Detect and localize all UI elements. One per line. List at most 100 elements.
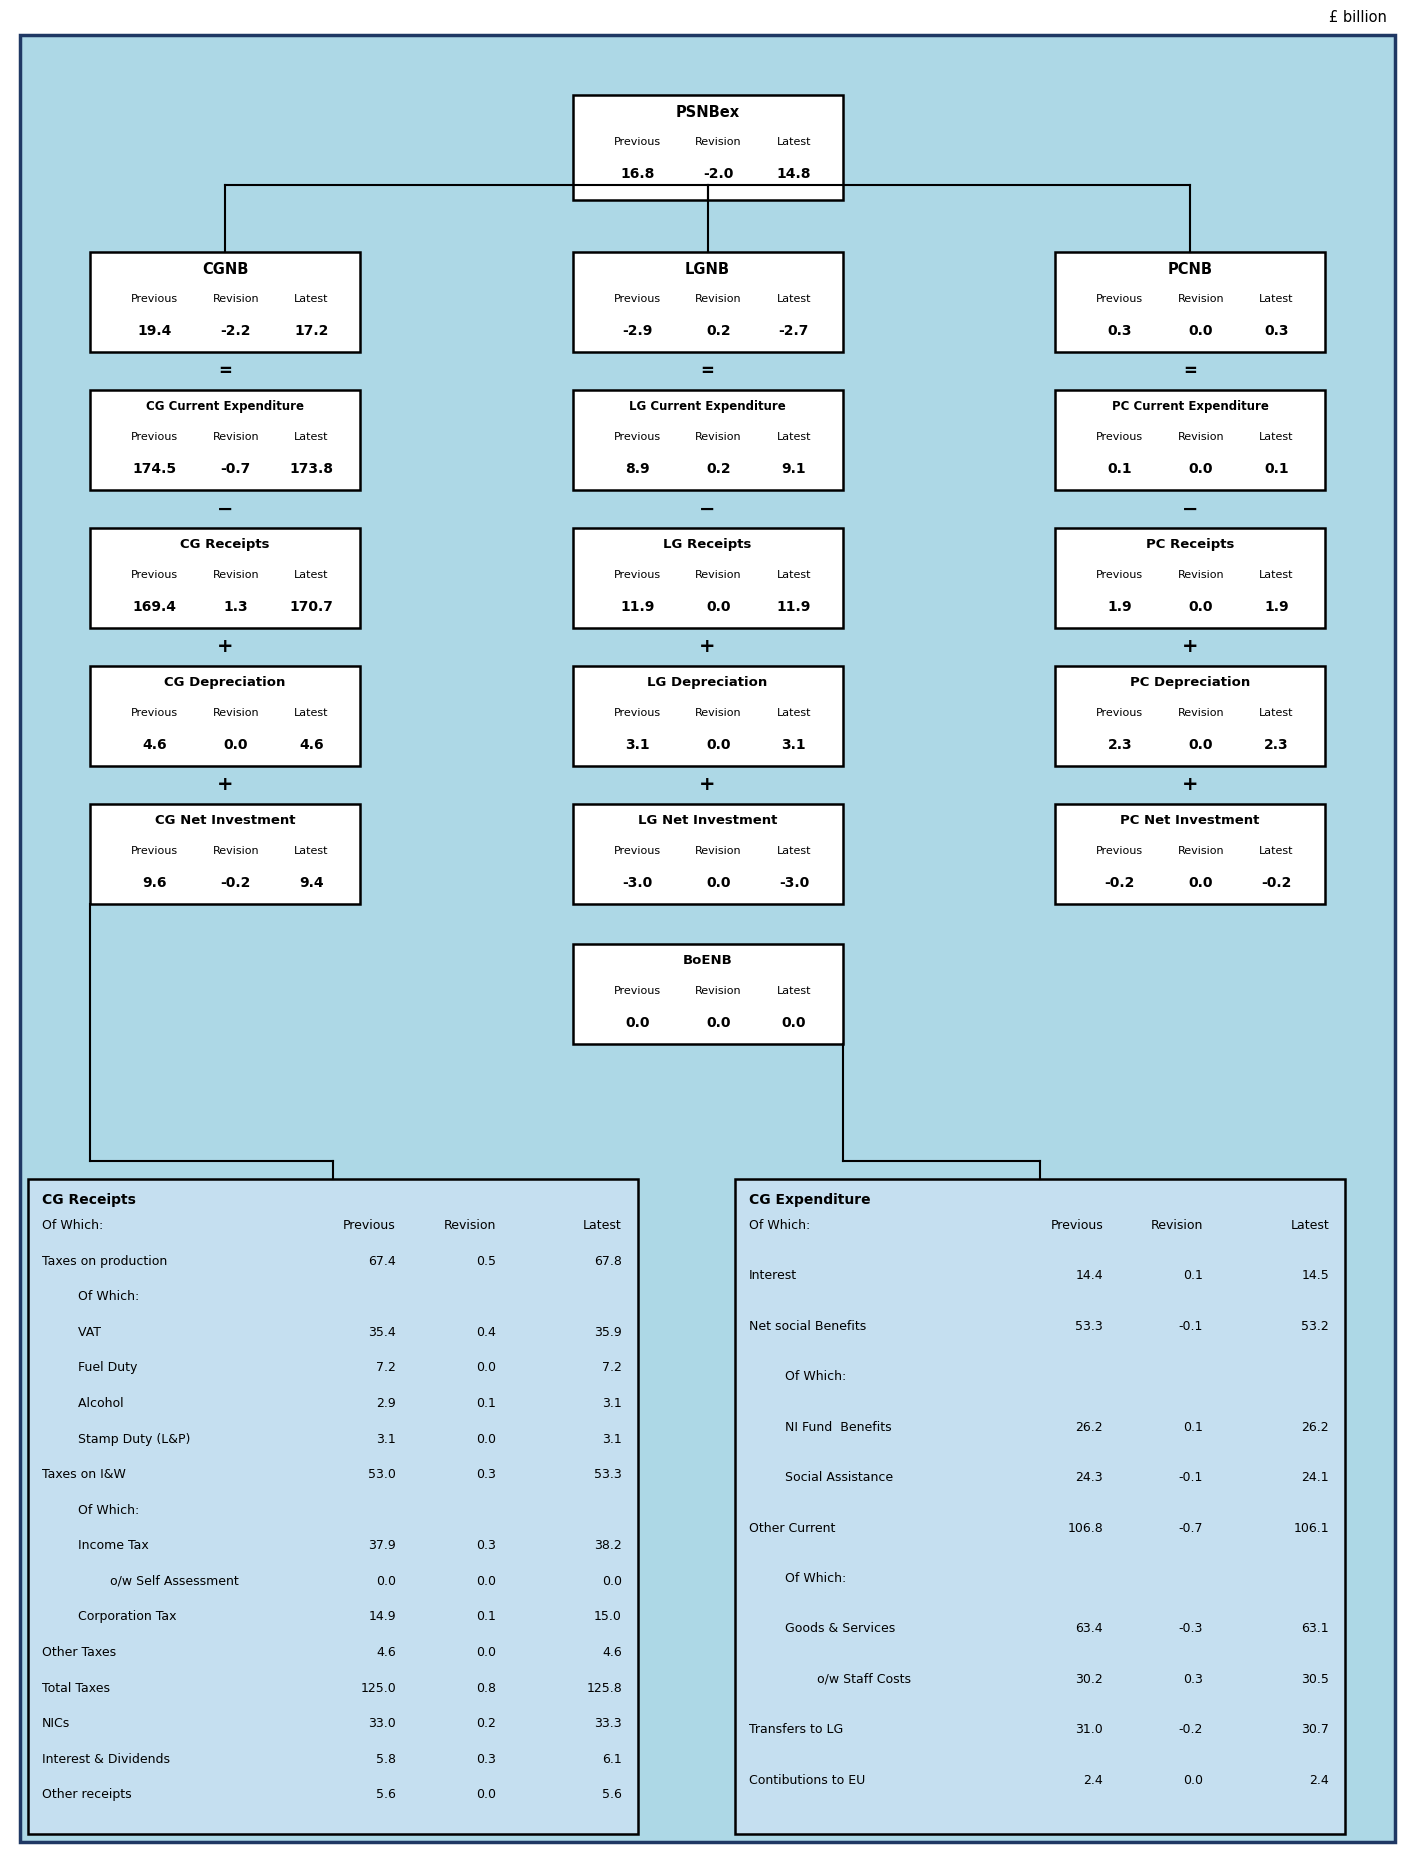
Text: Latest: Latest xyxy=(294,845,328,857)
Text: 2.4: 2.4 xyxy=(1084,1774,1104,1786)
Text: Of Which:: Of Which: xyxy=(42,1220,103,1233)
Text: Previous: Previous xyxy=(1097,570,1143,579)
Text: PC Current Expenditure: PC Current Expenditure xyxy=(1112,400,1268,413)
Text: -0.2: -0.2 xyxy=(221,875,250,890)
Text: Revision: Revision xyxy=(695,570,741,579)
Text: Latest: Latest xyxy=(1259,294,1293,304)
Text: 33.0: 33.0 xyxy=(368,1717,396,1730)
Text: Revision: Revision xyxy=(1177,432,1224,441)
FancyBboxPatch shape xyxy=(1056,804,1324,903)
Text: Latest: Latest xyxy=(1259,570,1293,579)
Text: 30.5: 30.5 xyxy=(1302,1672,1329,1685)
Text: Latest: Latest xyxy=(1259,432,1293,441)
Text: -0.2: -0.2 xyxy=(1261,875,1292,890)
Text: Previous: Previous xyxy=(132,708,178,719)
Text: −: − xyxy=(1182,499,1199,518)
Text: CG Depreciation: CG Depreciation xyxy=(164,676,286,689)
Text: £ billion: £ billion xyxy=(1329,9,1387,24)
Text: Revision: Revision xyxy=(212,845,259,857)
Text: 2.3: 2.3 xyxy=(1108,737,1132,752)
Text: +: + xyxy=(699,775,716,795)
Text: Previous: Previous xyxy=(132,432,178,441)
Text: 14.4: 14.4 xyxy=(1075,1270,1104,1283)
Text: 24.3: 24.3 xyxy=(1075,1471,1104,1484)
Text: 4.6: 4.6 xyxy=(603,1646,623,1659)
Text: Of Which:: Of Which: xyxy=(69,1504,139,1518)
Text: Previous: Previous xyxy=(1097,708,1143,719)
Text: 125.8: 125.8 xyxy=(586,1681,623,1694)
Text: Latest: Latest xyxy=(294,708,328,719)
Text: 0.3: 0.3 xyxy=(475,1467,497,1480)
Text: -0.1: -0.1 xyxy=(1179,1471,1203,1484)
Text: BoENB: BoENB xyxy=(682,953,733,966)
Text: Revision: Revision xyxy=(695,294,741,304)
Text: -2.9: -2.9 xyxy=(623,324,652,339)
Text: =: = xyxy=(218,361,232,380)
Text: 26.2: 26.2 xyxy=(1302,1421,1329,1434)
Text: =: = xyxy=(1183,361,1197,380)
Text: 4.6: 4.6 xyxy=(376,1646,396,1659)
Text: Latest: Latest xyxy=(777,845,811,857)
Text: LGNB: LGNB xyxy=(685,263,730,277)
FancyBboxPatch shape xyxy=(734,1179,1346,1834)
Text: 7.2: 7.2 xyxy=(603,1361,623,1374)
Text: Latest: Latest xyxy=(777,987,811,996)
Text: 174.5: 174.5 xyxy=(133,462,177,477)
Text: CG Expenditure: CG Expenditure xyxy=(749,1194,870,1207)
Text: 67.8: 67.8 xyxy=(594,1255,623,1268)
Text: Of Which:: Of Which: xyxy=(749,1220,811,1233)
Text: Net social Benefits: Net social Benefits xyxy=(749,1320,866,1333)
Text: -0.3: -0.3 xyxy=(1179,1622,1203,1635)
Text: Stamp Duty (L&P): Stamp Duty (L&P) xyxy=(69,1432,191,1445)
Text: CG Receipts: CG Receipts xyxy=(180,538,270,551)
Text: LG Depreciation: LG Depreciation xyxy=(648,676,767,689)
Text: -0.1: -0.1 xyxy=(1179,1320,1203,1333)
Text: Interest & Dividends: Interest & Dividends xyxy=(42,1752,170,1765)
Text: 67.4: 67.4 xyxy=(368,1255,396,1268)
FancyBboxPatch shape xyxy=(91,251,359,352)
Text: 173.8: 173.8 xyxy=(290,462,334,477)
Text: -2.2: -2.2 xyxy=(221,324,250,339)
Text: −: − xyxy=(699,499,716,518)
Text: Latest: Latest xyxy=(777,570,811,579)
Text: 0.8: 0.8 xyxy=(475,1681,497,1694)
Text: 0.0: 0.0 xyxy=(706,1017,730,1030)
Text: 0.0: 0.0 xyxy=(475,1788,497,1801)
Text: CG Net Investment: CG Net Investment xyxy=(154,814,296,827)
FancyBboxPatch shape xyxy=(20,35,1395,1842)
Text: -0.7: -0.7 xyxy=(1179,1521,1203,1534)
Text: 0.0: 0.0 xyxy=(706,600,730,614)
Text: Revision: Revision xyxy=(695,987,741,996)
Text: 0.2: 0.2 xyxy=(706,462,730,477)
Text: Previous: Previous xyxy=(132,570,178,579)
Text: 1.9: 1.9 xyxy=(1264,600,1289,614)
Text: −: − xyxy=(216,499,233,518)
Text: 0.0: 0.0 xyxy=(1189,600,1213,614)
Text: 169.4: 169.4 xyxy=(133,600,177,614)
Text: Latest: Latest xyxy=(777,432,811,441)
Text: Taxes on I&W: Taxes on I&W xyxy=(42,1467,126,1480)
Text: NICs: NICs xyxy=(42,1717,71,1730)
FancyBboxPatch shape xyxy=(28,1179,638,1834)
Text: 17.2: 17.2 xyxy=(294,324,328,339)
Text: 53.0: 53.0 xyxy=(368,1467,396,1480)
Text: +: + xyxy=(1182,775,1199,795)
Text: 3.1: 3.1 xyxy=(376,1432,396,1445)
Text: PC Net Investment: PC Net Investment xyxy=(1121,814,1259,827)
Text: -2.7: -2.7 xyxy=(778,324,809,339)
Text: Revision: Revision xyxy=(212,708,259,719)
Text: 8.9: 8.9 xyxy=(625,462,649,477)
FancyBboxPatch shape xyxy=(573,529,842,627)
Text: +: + xyxy=(216,637,233,657)
Text: 31.0: 31.0 xyxy=(1075,1722,1104,1735)
Text: Previous: Previous xyxy=(344,1220,396,1233)
Text: 0.0: 0.0 xyxy=(475,1361,497,1374)
Text: CG Current Expenditure: CG Current Expenditure xyxy=(146,400,304,413)
Text: 0.0: 0.0 xyxy=(1183,1774,1203,1786)
Text: Previous: Previous xyxy=(132,294,178,304)
Text: 0.0: 0.0 xyxy=(601,1575,623,1588)
Text: PC Depreciation: PC Depreciation xyxy=(1129,676,1249,689)
Text: 0.0: 0.0 xyxy=(781,1017,807,1030)
FancyBboxPatch shape xyxy=(91,804,359,903)
FancyBboxPatch shape xyxy=(573,389,842,490)
